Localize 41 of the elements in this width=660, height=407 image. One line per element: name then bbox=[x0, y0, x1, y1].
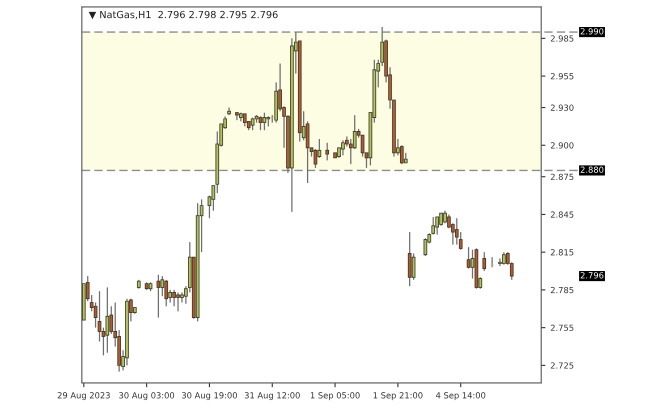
candlestick bbox=[412, 252, 416, 280]
y-tick-label: 2.985 bbox=[550, 35, 574, 42]
candlestick bbox=[266, 116, 270, 128]
candlestick bbox=[439, 212, 443, 226]
y-tick-label: 2.930 bbox=[550, 104, 574, 111]
y-tick-label: 2.815 bbox=[550, 249, 574, 256]
candlestick bbox=[341, 140, 345, 156]
y-tick-label: 2.900 bbox=[550, 142, 574, 149]
ref-line-label: 2.990 bbox=[580, 28, 604, 34]
x-tick-label: 30 Aug 19:00 bbox=[182, 392, 237, 400]
candlestick bbox=[242, 113, 247, 128]
x-tick-label: 4 Sep 14:00 bbox=[436, 392, 486, 400]
y-tick-label: 2.785 bbox=[550, 286, 574, 294]
candlestick bbox=[258, 116, 262, 131]
candlestick bbox=[176, 292, 180, 312]
x-tick-label: 29 Aug 2023 bbox=[58, 392, 110, 400]
ref-line-label: 2.880 bbox=[580, 166, 604, 173]
candlestick bbox=[482, 252, 486, 272]
text: 2.796 bbox=[580, 272, 604, 278]
y-tick-label: 2.755 bbox=[550, 324, 574, 331]
x-tick-label: 1 Sep 21:00 bbox=[374, 392, 422, 400]
candlestick bbox=[408, 231, 412, 287]
y-tick-label: 2.845 bbox=[550, 211, 574, 218]
candlestick bbox=[106, 286, 110, 354]
candlestick bbox=[502, 252, 506, 266]
candlestick bbox=[262, 112, 266, 131]
candlestick bbox=[466, 246, 470, 270]
x-tick-label: 31 Aug 12:00 bbox=[244, 392, 300, 400]
candlestick bbox=[435, 216, 439, 236]
y-tick-label: 2.725 bbox=[550, 362, 574, 369]
candlestick bbox=[250, 116, 254, 131]
candlestick bbox=[454, 218, 459, 246]
y-tick-label: 2.955 bbox=[550, 73, 574, 80]
candlestick bbox=[325, 142, 330, 161]
y-tick-label: 2.875 bbox=[550, 174, 574, 180]
candlestick bbox=[164, 279, 168, 307]
chart-title: ▼ NatGas,H1 2.796 2.798 2.795 2.796 bbox=[88, 10, 278, 20]
x-tick-label: 30 Aug 03:00 bbox=[119, 392, 174, 400]
x-tick-label: 1 Sep 05:00 bbox=[310, 392, 360, 400]
candlestick bbox=[156, 274, 160, 318]
candlestick bbox=[424, 238, 428, 257]
